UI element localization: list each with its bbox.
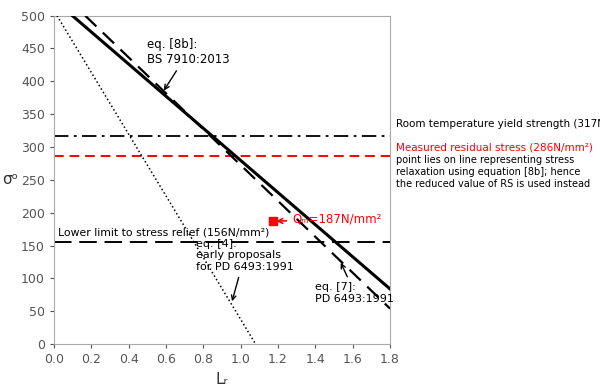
X-axis label: Lᵣ: Lᵣ [216, 372, 228, 387]
Text: eq. [4]:
early proposals
for PD 6493:1991: eq. [4]: early proposals for PD 6493:199… [196, 239, 293, 300]
Text: eq. [7]:
PD 6493:1991: eq. [7]: PD 6493:1991 [316, 264, 394, 304]
Text: Qₘ=187N/mm²: Qₘ=187N/mm² [278, 213, 382, 226]
Text: Measured residual stress (286N/mm²): Measured residual stress (286N/mm²) [396, 142, 593, 152]
Text: eq. [8b]:
BS 7910:2013: eq. [8b]: BS 7910:2013 [148, 38, 230, 90]
Text: Room temperature yield strength (317N/mm²): Room temperature yield strength (317N/mm… [396, 119, 600, 129]
Text: Lower limit to stress relief (156N/mm²): Lower limit to stress relief (156N/mm²) [58, 227, 269, 237]
Y-axis label: σᵒ: σᵒ [2, 172, 18, 187]
Text: point lies on line representing stress
relaxation using equation [8b]; hence
the: point lies on line representing stress r… [396, 155, 590, 188]
